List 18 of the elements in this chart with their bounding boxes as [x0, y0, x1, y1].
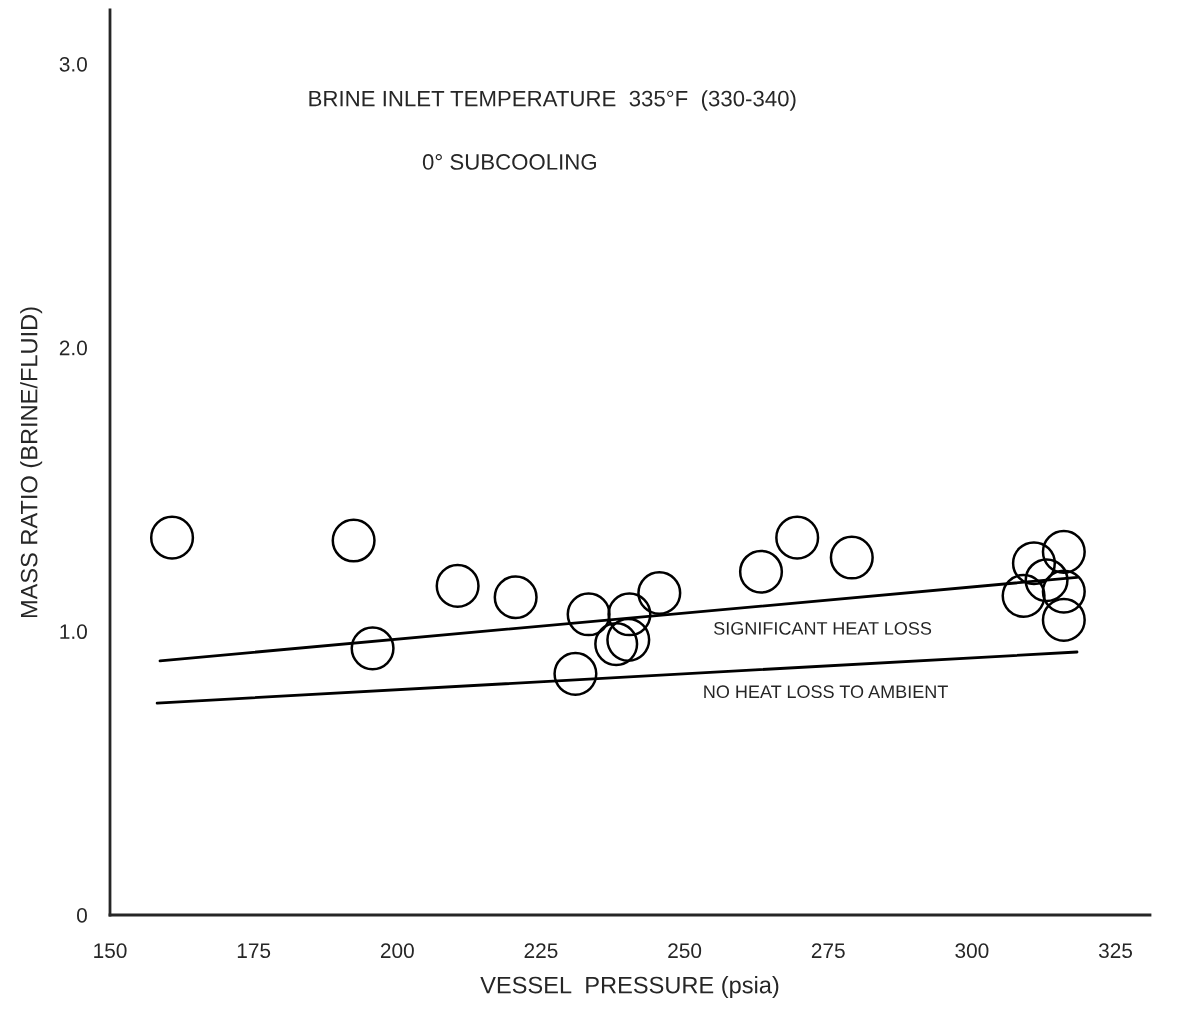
x-tick-label: 325	[1098, 943, 1133, 959]
x-tick-label: 200	[380, 943, 414, 959]
x-tick-label: 150	[94, 943, 127, 959]
y-tick-label: 3.0	[59, 56, 87, 72]
x-tick-label: 175	[237, 943, 271, 959]
annotation: NO HEAT LOSS TO AMBIENT	[704, 685, 948, 699]
x-tick-label: 250	[668, 943, 702, 959]
text: 0° SUBCOOLING	[422, 154, 596, 170]
y-tick-label: 0	[77, 908, 87, 923]
y-axis-title: MASS RATIO (BRINE/FLUID)	[20, 307, 43, 618]
annotation: SIGNIFICANT HEAT LOSS	[714, 621, 932, 635]
x-tick-label: 225	[524, 943, 558, 959]
y-tick-label: 1.0	[60, 624, 87, 640]
y-tick-label: 2.0	[59, 340, 87, 356]
x-tick-label: 300	[955, 943, 989, 959]
x-tick-label: 275	[811, 943, 845, 959]
text: BRINE INLET TEMPERATURE 335°F (330-340)	[309, 90, 796, 111]
x-axis-title: VESSEL PRESSURE (psia)	[480, 976, 779, 999]
